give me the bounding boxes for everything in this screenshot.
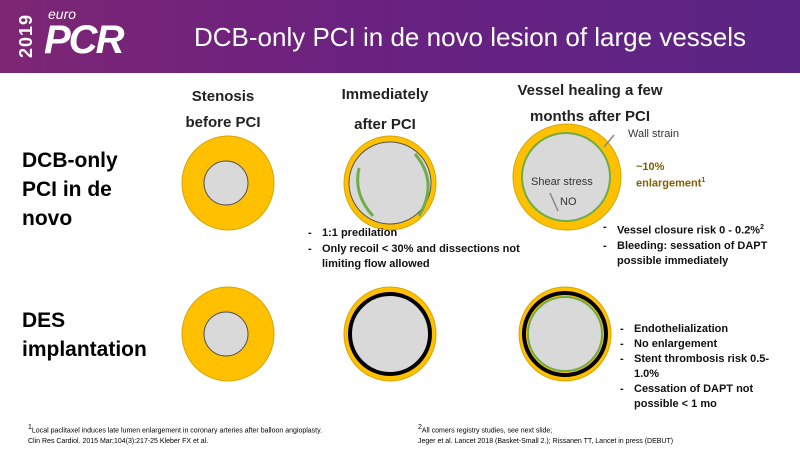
row-header-des: DES implantation	[22, 309, 147, 361]
no-label: NO	[560, 196, 577, 208]
enlargement-note: ~10% enlargement1	[636, 161, 706, 190]
col-header-healing: Vessel healing a few months after PCI	[517, 82, 663, 125]
des-bullets: - Endothelialization - No enlargement - Ste…	[620, 323, 770, 410]
vessel-dcb-healing	[512, 123, 622, 231]
header-banner: 2019 euro PCR DCB-only PCI in de novo le…	[0, 0, 800, 73]
shear-stress-arrow	[549, 192, 559, 212]
col-header-immediately: Immediately after PCI	[341, 86, 429, 133]
dcb-immediate-bullets: -1:1 predilation - Only recoil < 30% and …	[308, 227, 520, 270]
wall-strain-label: Wall strain	[628, 128, 679, 140]
dissection-flap-left	[356, 167, 375, 218]
col-header-stenosis: Stenosis before PCI	[185, 88, 261, 131]
logo-pcr: PCR	[44, 18, 124, 62]
reference-left: 1Local paclitaxel induces late lumen enl…	[28, 424, 323, 446]
reference-right: 2All comers registry studies, see next s…	[418, 424, 674, 446]
vessel-dcb-immediately-after	[343, 135, 437, 231]
wall-strain-arrow	[603, 134, 615, 148]
vessel-stenosis-before-pci	[181, 135, 275, 231]
vessel-des-healing	[518, 286, 612, 382]
row-header-dcb: DCB-only PCI in de novo	[22, 149, 118, 230]
logo-euro: euro	[48, 6, 77, 22]
vessel-des-immediately-after	[343, 286, 437, 382]
logo-year: 2019	[16, 13, 36, 59]
dcb-healing-bullets: - Vessel closure risk 0 - 0.2%2 - Bleeding…	[603, 221, 768, 267]
vessel-des-before-pci	[181, 286, 275, 382]
slide-title: DCB-only PCI in de novo lesion of large …	[193, 22, 747, 52]
dissection-flap-right	[413, 153, 430, 217]
shear-stress-label: Shear stress	[531, 176, 593, 188]
